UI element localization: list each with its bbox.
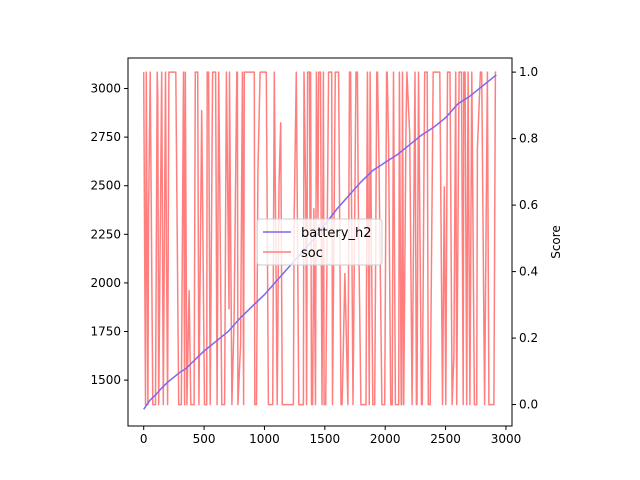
y-left-tick-label: 1500 — [90, 373, 121, 387]
y-left-tick-label: 2250 — [90, 227, 121, 241]
y-left-tick-label: 2000 — [90, 276, 121, 290]
plot-frame — [127, 57, 513, 427]
x-tick-label: 3000 — [491, 432, 522, 446]
y-right-tick-label: 0.2 — [519, 331, 538, 345]
soc-series — [142, 71, 497, 406]
legend-label-soc: soc — [301, 246, 323, 261]
y-right-tick-label: 0.8 — [519, 132, 538, 146]
y-right-tick-label: 0.0 — [519, 398, 538, 412]
legend-box — [256, 218, 383, 266]
legend-label-battery-h2: battery_h2 — [301, 226, 371, 241]
y-right-tick-label: 0.6 — [519, 198, 538, 212]
x-tick-label: 2000 — [370, 432, 401, 446]
x-tick-label: 0 — [140, 432, 148, 446]
y-left-tick-label: 3000 — [90, 82, 121, 96]
soc-line — [142, 71, 497, 406]
y-left-tick-label: 1750 — [90, 325, 121, 339]
y-left-tick-label: 2500 — [90, 179, 121, 193]
y-axis-right: 0.0 0.2 0.4 0.6 0.8 1.0 — [512, 65, 538, 412]
x-tick-label: 500 — [193, 432, 216, 446]
legend: battery_h2 soc — [256, 218, 383, 266]
x-axis: 0 500 1000 1500 2000 2500 3000 — [140, 426, 521, 446]
y-right-tick-label: 1.0 — [519, 65, 538, 79]
x-tick-label: 1500 — [310, 432, 341, 446]
y-left-tick-label: 2750 — [90, 130, 121, 144]
x-tick-label: 1000 — [249, 432, 280, 446]
x-tick-label: 2500 — [430, 432, 461, 446]
y-axis-left: 1500 1750 2000 2250 2500 2750 3000 — [90, 82, 128, 387]
battery-h2-series — [143, 74, 497, 410]
y-right-tick-label: 0.4 — [519, 265, 538, 279]
y-axis-right-title: Score — [549, 225, 563, 259]
battery-h2-line — [143, 74, 497, 410]
